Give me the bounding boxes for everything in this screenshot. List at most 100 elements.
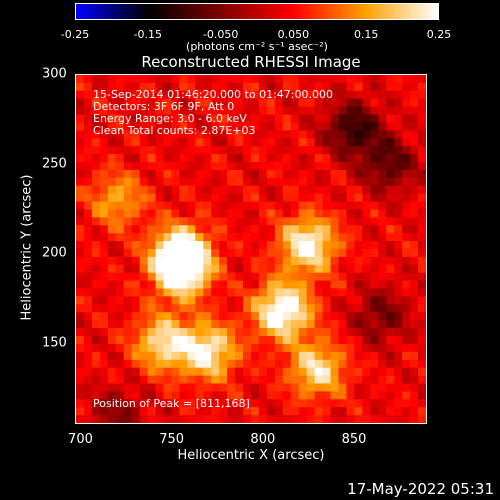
heatmap-cell [235,241,244,250]
heatmap-cell [227,82,236,92]
heatmap-cell [187,367,196,377]
heatmap-cell [171,169,180,179]
heatmap-cell [346,177,355,187]
heatmap-cell [362,249,371,258]
heatmap-cell [362,201,371,210]
heatmap-cell [147,162,157,171]
heatmap-cell [298,193,308,203]
heatmap-cell [418,185,426,195]
heatmap-cell [338,75,347,84]
heatmap-cell [203,415,212,423]
heatmap-cell [251,90,260,100]
heatmap-cell [235,351,244,361]
heatmap-cell [378,256,387,266]
heatmap-cell [243,122,252,131]
heatmap-cell [171,114,180,123]
heatmap-cell [306,75,316,84]
colorbar-tick: -0.25 [60,28,90,41]
heatmap-cell [211,359,220,369]
heatmap-cell [235,201,244,210]
heatmap-cell [211,343,220,353]
heatmap-cell [306,288,316,297]
heatmap-cell [378,225,387,234]
heatmap-cell [290,367,300,377]
heatmap-cell [115,201,125,210]
heatmap-cell [306,130,316,139]
heatmap-cell [163,209,172,218]
heatmap-cell [394,320,403,329]
heatmap-cell [203,280,212,290]
heatmap-cell [179,106,188,116]
heatmap-cell [314,241,324,250]
heatmap-cell [219,75,228,84]
heatmap-cell [251,343,260,353]
heatmap-cell [251,391,260,400]
heatmap-cell [211,336,220,345]
heatmap-cell [322,225,332,234]
heatmap-cell [251,106,260,116]
heatmap-cell [330,241,339,250]
heatmap-cell [338,359,347,369]
heatmap-cell [195,225,204,234]
heatmap-cell [195,367,204,377]
heatmap-cell [243,296,252,305]
heatmap-cell [235,82,244,92]
heatmap-cell [123,217,133,226]
heatmap-cell [227,359,236,369]
heatmap-cell [306,122,316,131]
heatmap-cell [91,343,101,353]
heatmap-cell [219,233,228,242]
heatmap-cell [83,122,93,131]
heatmap-cell [211,162,220,171]
heatmap-cell [115,312,125,321]
heatmap-cell [147,399,157,408]
heatmap-cell [282,367,292,377]
heatmap-cell [195,146,204,155]
heatmap-cell [219,288,228,297]
heatmap-cell [274,367,284,377]
heatmap-cell [147,391,157,400]
heatmap-cell [227,154,236,163]
colorbar-tick: 0.15 [353,28,379,41]
heatmap-cell [282,312,292,321]
heatmap-cell [163,130,172,139]
heatmap-cell [195,415,204,423]
heatmap-cell [107,90,117,100]
heatmap-cell [76,399,85,408]
heatmap-cell [83,391,93,400]
heatmap-cell [187,264,196,274]
heatmap-cell [314,336,324,345]
heatmap-cell [76,359,85,369]
heatmap-cell [107,280,117,290]
heatmap-cell [402,217,411,226]
heatmap-cell [298,138,308,147]
heatmap-cell [227,122,236,131]
heatmap-cell [147,106,157,116]
heatmap-cell [354,154,363,163]
heatmap-cell [99,336,109,345]
heatmap-cell [354,225,363,234]
heatmap-cell [155,280,164,290]
heatmap-cell [107,359,117,369]
heatmap-cell [410,201,419,210]
heatmap-cell [83,288,93,297]
heatmap-cell [131,225,141,234]
heatmap-cell [266,328,276,337]
heatmap-cell [378,320,387,329]
heatmap-cell [147,328,157,337]
heatmap-cell [298,209,308,218]
heatmap-cell [139,280,149,290]
heatmap-cell [235,75,244,84]
heatmap-cell [314,407,324,416]
heatmap-cell [147,193,157,203]
heatmap-cell [290,249,300,258]
heatmap-cell [171,391,180,400]
heatmap-cell [386,375,395,384]
heatmap-cell [123,138,133,147]
heatmap-cell [211,256,220,266]
heatmap-cell [402,367,411,377]
heatmap-cell [115,169,125,179]
heatmap-cell [243,193,252,203]
heatmap-cell [91,154,101,163]
heatmap-cell [227,138,236,147]
